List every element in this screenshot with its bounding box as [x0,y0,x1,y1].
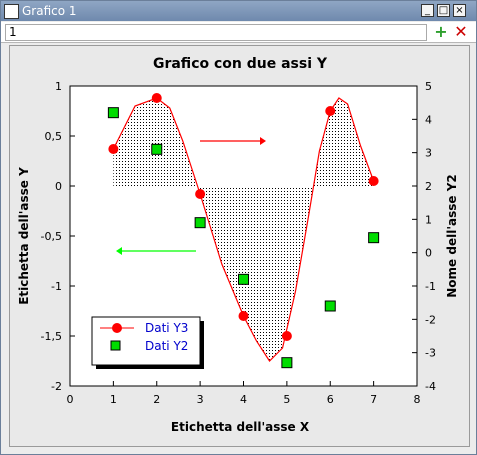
y3-point [195,189,205,199]
y2-point [152,144,162,154]
y2-tick-label: 5 [425,80,432,93]
y-tick-label: -1,5 [41,330,62,343]
x-tick-label: 7 [370,393,377,406]
x-tick-label: 5 [283,393,290,406]
y2-point [108,108,118,118]
y2-point [369,233,379,243]
y3-point [282,331,292,341]
maximize-button[interactable]: □ [437,4,450,17]
y2-tick-label: 0 [425,247,432,260]
x-tick-label: 0 [67,393,74,406]
x-tick-label: 3 [197,393,204,406]
plot-area: Grafico con due assi Y Etichetta dell'as… [9,45,470,447]
y2-tick-label: -3 [425,347,436,360]
y2-point [195,218,205,228]
y2-point [239,274,249,284]
toolbar: 1 + ✕ [1,22,476,43]
y-tick-label: 1 [55,80,62,93]
y2-tick-label: 4 [425,113,432,126]
close-button[interactable]: × [453,4,466,17]
y3-point [239,311,249,321]
title-bar[interactable]: Grafico 1 _ □ × [1,1,476,21]
y3-point [108,144,118,154]
y2-tick-label: 2 [425,180,432,193]
legend-y2-label: Dati Y2 [145,339,188,353]
y3-point [369,176,379,186]
y-tick-label: -1 [51,280,62,293]
plus-icon[interactable]: + [433,24,449,40]
y2-tick-label: 1 [425,213,432,226]
minimize-button[interactable]: _ [421,4,434,17]
y-tick-label: 0 [55,180,62,193]
y2-tick-label: 3 [425,147,432,160]
y-tick-label: -2 [51,380,62,393]
x-tick-label: 8 [414,393,421,406]
x-tick-label: 4 [240,393,247,406]
y-axis-label: Etichetta dell'asse Y [17,167,31,305]
y2-tick-label: -4 [425,380,436,393]
y2-tick-label: -1 [425,280,436,293]
y2-axis-label: Nome dell'asse Y2 [445,174,459,297]
legend-y2-marker [111,341,120,350]
x-icon[interactable]: ✕ [453,24,469,40]
chart-svg: Grafico con due assi Y Etichetta dell'as… [10,46,469,446]
window-title: Grafico 1 [22,4,77,18]
y2-point [325,301,335,311]
x-axis-label: Etichetta dell'asse X [171,420,310,434]
x-tick-label: 1 [110,393,117,406]
y3-point [152,93,162,103]
y3-point [325,106,335,116]
x-tick-label: 2 [153,393,160,406]
x-tick-label: 6 [327,393,334,406]
y2-tick-label: -2 [425,313,436,326]
y-tick-label: 0,5 [45,130,63,143]
chart-index-field[interactable]: 1 [5,24,427,41]
legend: Dati Y3 Dati Y2 [92,317,204,369]
y2-point [282,358,292,368]
legend-y3-label: Dati Y3 [145,321,188,335]
chart-title: Grafico con due assi Y [153,56,328,72]
chart-app-icon [4,4,19,19]
y-tick-label: -0,5 [41,230,62,243]
legend-y3-marker [112,323,122,333]
